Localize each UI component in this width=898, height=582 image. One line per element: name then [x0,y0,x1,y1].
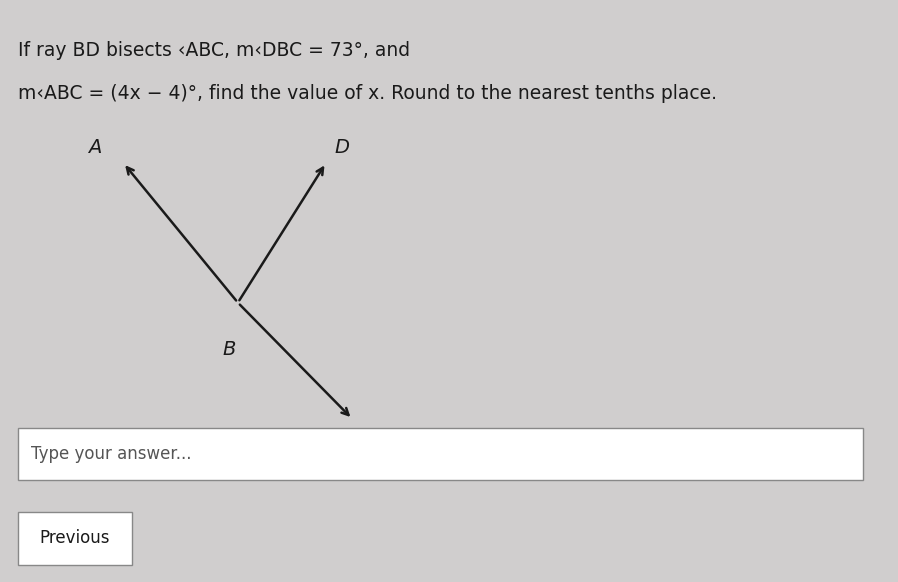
Text: B: B [223,340,236,360]
Text: Type your answer...: Type your answer... [31,445,191,463]
Text: Previous: Previous [40,530,110,547]
Text: A: A [88,138,101,157]
Text: C: C [357,436,371,456]
Text: m‹ABC = (4x − 4)°, find the value of x. Round to the nearest tenths place.: m‹ABC = (4x − 4)°, find the value of x. … [18,84,717,104]
FancyBboxPatch shape [18,428,863,480]
FancyBboxPatch shape [18,512,132,565]
Text: D: D [335,138,350,157]
Text: If ray BD bisects ‹ABC, m‹DBC = 73°, and: If ray BD bisects ‹ABC, m‹DBC = 73°, and [18,41,409,60]
